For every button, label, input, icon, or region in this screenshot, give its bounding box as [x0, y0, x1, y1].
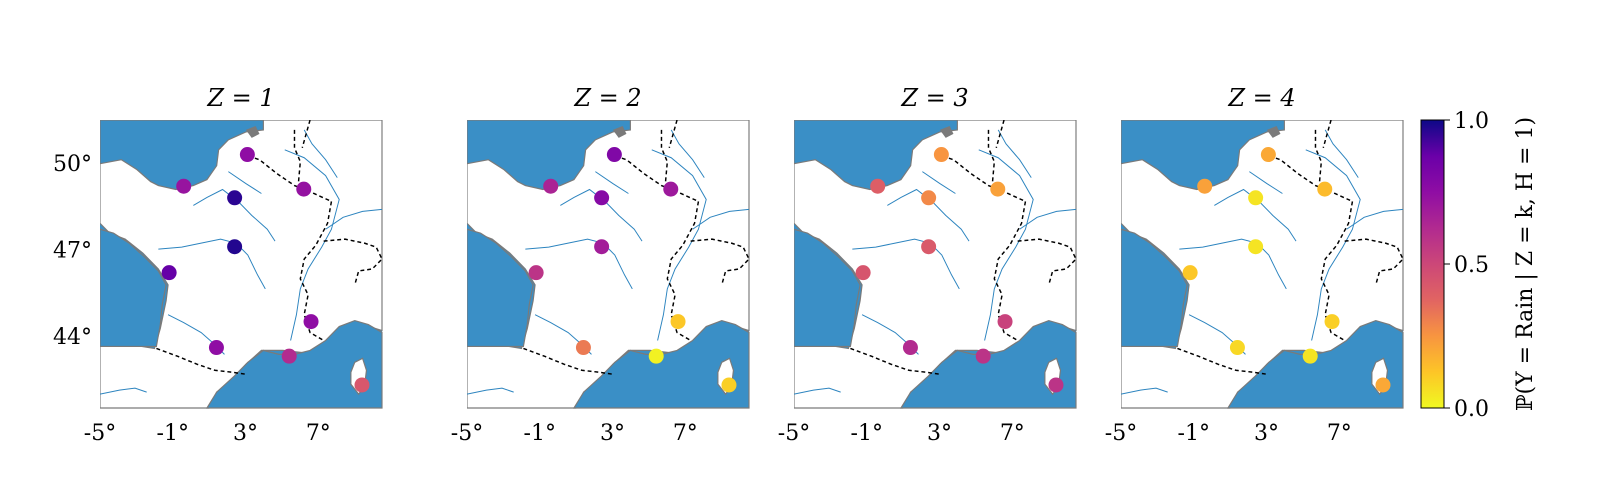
panel-title: Z = 4 [1227, 84, 1295, 112]
map-panel-3: Z = 3 -5° -1° 3° 7° [778, 84, 1077, 446]
colorbar-tick-label: 0.5 [1454, 253, 1489, 278]
panel-title: Z = 3 [900, 84, 968, 112]
station-point [975, 348, 991, 364]
station-point [1317, 181, 1333, 197]
station-point [227, 239, 243, 255]
x-tick-label: -1° [157, 421, 189, 446]
station-point [721, 377, 737, 393]
station-point [594, 190, 610, 206]
x-tick-label: -1° [1178, 421, 1210, 446]
station-point [543, 178, 559, 194]
map-panel-2: Z = 2 -5° -1° 3° 7° [451, 84, 750, 446]
station-point [227, 190, 243, 206]
x-tick-label: 3° [927, 421, 952, 446]
station-point [594, 239, 610, 255]
station-point [997, 314, 1013, 330]
panel-title: Z = 2 [573, 84, 641, 112]
x-tick-label: 3° [1254, 421, 1279, 446]
station-point [921, 239, 937, 255]
station-point [303, 314, 319, 330]
station-point [354, 377, 370, 393]
station-point [670, 314, 686, 330]
colorbar-tick-label: 1.0 [1454, 109, 1489, 134]
station-point [921, 190, 937, 206]
x-tick-label: -1° [851, 421, 883, 446]
station-point [606, 147, 622, 163]
station-point [1375, 377, 1391, 393]
station-point [1182, 265, 1198, 281]
station-point [990, 181, 1006, 197]
x-tick-label: 3° [600, 421, 625, 446]
x-tick-label: -5° [1105, 421, 1137, 446]
colorbar-label: ℙ(Y = Rain | Z = k, H = 1) [1513, 117, 1538, 411]
station-point [281, 348, 297, 364]
x-tick-label: -5° [451, 421, 483, 446]
station-point [1260, 147, 1276, 163]
colorbar-gradient [1420, 119, 1445, 409]
basemap [1121, 120, 1404, 409]
station-point [528, 265, 544, 281]
x-tick-label: -1° [524, 421, 556, 446]
station-point [855, 265, 871, 281]
station-point [176, 178, 192, 194]
station-point [1048, 377, 1064, 393]
station-point [239, 147, 255, 163]
station-point [1229, 340, 1245, 356]
station-point [663, 181, 679, 197]
basemap [467, 120, 750, 409]
x-tick-label: 7° [673, 421, 698, 446]
x-tick-label: 7° [1327, 421, 1352, 446]
x-tick-label: 7° [306, 421, 331, 446]
station-point [208, 340, 224, 356]
y-tick-label: 44° [53, 325, 92, 350]
y-tick-label: 47° [53, 239, 92, 264]
station-point [296, 181, 312, 197]
station-point [933, 147, 949, 163]
colorbar: 1.0 0.5 0.0 ℙ(Y = Rain | Z = k, H = 1) [1420, 109, 1538, 422]
station-point [1302, 348, 1318, 364]
station-point [1248, 239, 1264, 255]
map-panel-1: Z = 1 -5° -1° 3° 7° 50° 47° 44° [53, 84, 383, 446]
station-point [902, 340, 918, 356]
basemap [100, 120, 383, 409]
station-point [1197, 178, 1213, 194]
colorbar-tick-label: 0.0 [1454, 397, 1489, 422]
basemap [794, 120, 1077, 409]
panel-title: Z = 1 [206, 84, 274, 112]
x-tick-label: -5° [778, 421, 810, 446]
station-point [1324, 314, 1340, 330]
station-point [870, 178, 886, 194]
x-tick-label: -5° [84, 421, 116, 446]
station-point [648, 348, 664, 364]
station-point [575, 340, 591, 356]
panels-layer: Z = 1-5° -1° 3° 7°50°47°44°Z = 2-5° -1° 3° 7°Z… [53, 84, 1404, 446]
x-tick-label: 3° [233, 421, 258, 446]
x-tick-label: 7° [1000, 421, 1025, 446]
station-point [1248, 190, 1264, 206]
station-point [161, 265, 177, 281]
y-tick-label: 50° [53, 152, 92, 177]
map-panel-4: Z = 4 -5° -1° 3° 7° [1105, 84, 1404, 446]
